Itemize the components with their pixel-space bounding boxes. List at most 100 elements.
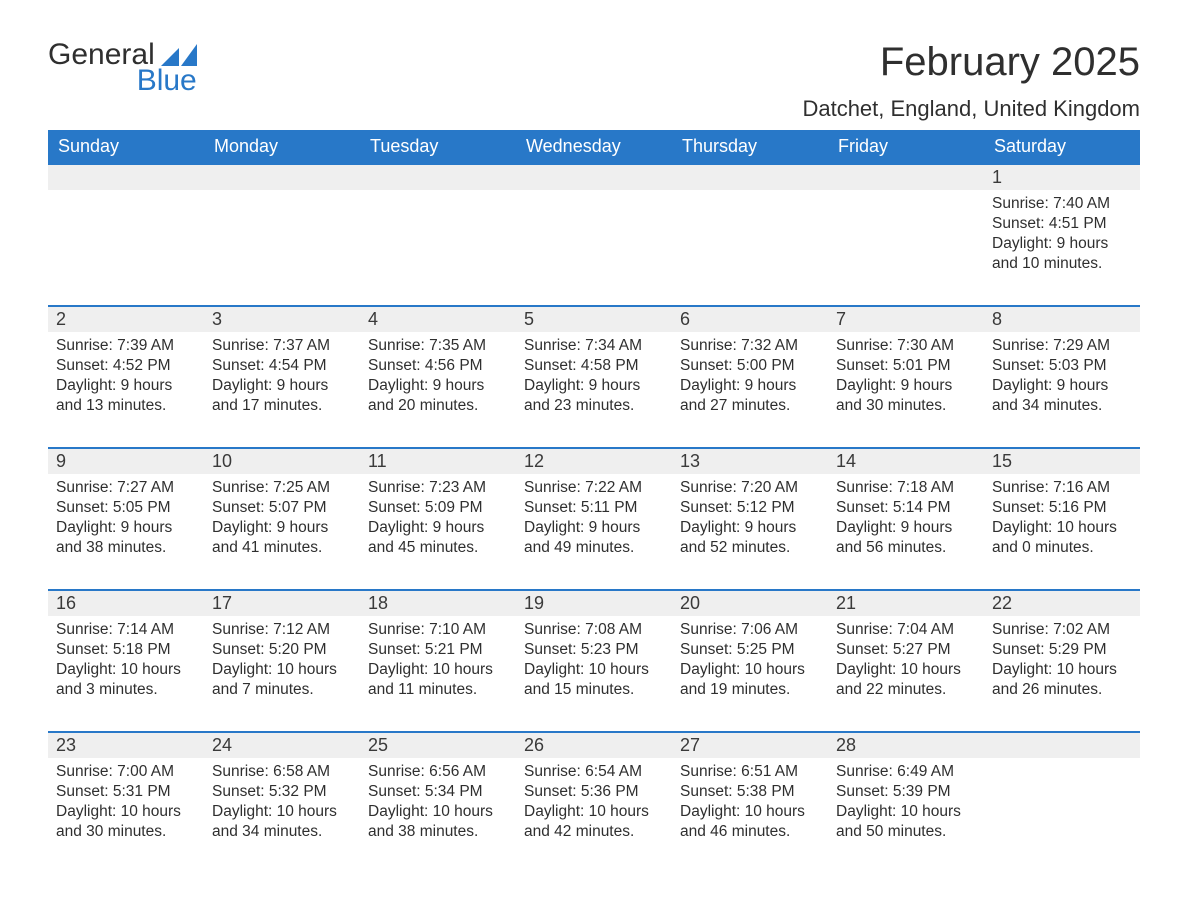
calendar-day-cell: 24Sunrise: 6:58 AMSunset: 5:32 PMDayligh…	[204, 731, 360, 859]
calendar-day-cell	[828, 163, 984, 291]
calendar-day-cell: 25Sunrise: 6:56 AMSunset: 5:34 PMDayligh…	[360, 731, 516, 859]
daylight-line: Daylight: 9 hours and 20 minutes.	[368, 376, 508, 416]
daylight-line: Daylight: 10 hours and 26 minutes.	[992, 660, 1132, 700]
weekday-header-row: SundayMondayTuesdayWednesdayThursdayFrid…	[48, 130, 1140, 163]
day-number-bar: 12	[516, 447, 672, 474]
calendar-day-cell: 6 Sunrise: 7:32 AMSunset: 5:00 PMDaylight…	[672, 305, 828, 433]
day-detail: Sunrise: 7:35 AMSunset: 4:56 PMDaylight:…	[360, 332, 516, 425]
calendar-day-cell: 27Sunrise: 6:51 AMSunset: 5:38 PMDayligh…	[672, 731, 828, 859]
day-detail: Sunrise: 7:39 AMSunset: 4:52 PMDaylight:…	[48, 332, 204, 425]
day-number-bar: 19	[516, 589, 672, 616]
daylight-line: Daylight: 9 hours and 30 minutes.	[836, 376, 976, 416]
sunset-line: Sunset: 5:03 PM	[992, 356, 1132, 376]
calendar-day-cell: 13Sunrise: 7:20 AMSunset: 5:12 PMDayligh…	[672, 447, 828, 575]
sunset-line: Sunset: 5:23 PM	[524, 640, 664, 660]
calendar-day-cell	[516, 163, 672, 291]
sunrise-line: Sunrise: 7:12 AM	[212, 620, 352, 640]
sunrise-line: Sunrise: 6:58 AM	[212, 762, 352, 782]
sunset-line: Sunset: 5:01 PM	[836, 356, 976, 376]
sunrise-line: Sunrise: 7:37 AM	[212, 336, 352, 356]
day-number-bar: 5	[516, 305, 672, 332]
calendar-day-cell: 11Sunrise: 7:23 AMSunset: 5:09 PMDayligh…	[360, 447, 516, 575]
day-detail: Sunrise: 6:58 AMSunset: 5:32 PMDaylight:…	[204, 758, 360, 851]
calendar-day-cell: 2Sunrise: 7:39 AMSunset: 4:52 PMDaylight…	[48, 305, 204, 433]
daylight-line: Daylight: 9 hours and 13 minutes.	[56, 376, 196, 416]
calendar-day-cell: 20Sunrise: 7:06 AMSunset: 5:25 PMDayligh…	[672, 589, 828, 717]
month-title: February 2025	[802, 40, 1140, 84]
day-number-bar: 17	[204, 589, 360, 616]
daylight-line: Daylight: 10 hours and 50 minutes.	[836, 802, 976, 842]
calendar-week-row: 1Sunrise: 7:40 AMSunset: 4:51 PMDaylight…	[48, 163, 1140, 291]
sunset-line: Sunset: 5:25 PM	[680, 640, 820, 660]
daylight-line: Daylight: 10 hours and 46 minutes.	[680, 802, 820, 842]
day-detail: Sunrise: 7:10 AMSunset: 5:21 PMDaylight:…	[360, 616, 516, 709]
sunrise-line: Sunrise: 7:25 AM	[212, 478, 352, 498]
day-number-bar: 7	[828, 305, 984, 332]
calendar-week-row: 16Sunrise: 7:14 AMSunset: 5:18 PMDayligh…	[48, 589, 1140, 717]
day-number-bar: 21	[828, 589, 984, 616]
daylight-line: Daylight: 9 hours and 49 minutes.	[524, 518, 664, 558]
sunrise-line: Sunrise: 7:18 AM	[836, 478, 976, 498]
weekday-header: Saturday	[984, 130, 1140, 163]
sunrise-line: Sunrise: 7:04 AM	[836, 620, 976, 640]
calendar-day-cell: 3Sunrise: 7:37 AMSunset: 4:54 PMDaylight…	[204, 305, 360, 433]
calendar-day-cell	[672, 163, 828, 291]
day-detail: Sunrise: 7:06 AMSunset: 5:25 PMDaylight:…	[672, 616, 828, 709]
sunrise-line: Sunrise: 7:27 AM	[56, 478, 196, 498]
day-number-bar	[48, 163, 204, 190]
flag-icon	[161, 44, 197, 66]
sunset-line: Sunset: 5:27 PM	[836, 640, 976, 660]
calendar-week-row: 9Sunrise: 7:27 AMSunset: 5:05 PMDaylight…	[48, 447, 1140, 575]
daylight-line: Daylight: 9 hours and 41 minutes.	[212, 518, 352, 558]
day-number-bar: 6	[672, 305, 828, 332]
day-number-bar: 25	[360, 731, 516, 758]
title-block: February 2025 Datchet, England, United K…	[802, 40, 1140, 122]
day-number-bar	[516, 163, 672, 190]
sunrise-line: Sunrise: 6:56 AM	[368, 762, 508, 782]
calendar-day-cell: 22Sunrise: 7:02 AMSunset: 5:29 PMDayligh…	[984, 589, 1140, 717]
daylight-line: Daylight: 9 hours and 27 minutes.	[680, 376, 820, 416]
calendar-day-cell: 23Sunrise: 7:00 AMSunset: 5:31 PMDayligh…	[48, 731, 204, 859]
sunset-line: Sunset: 5:07 PM	[212, 498, 352, 518]
day-detail: Sunrise: 7:02 AMSunset: 5:29 PMDaylight:…	[984, 616, 1140, 709]
daylight-line: Daylight: 10 hours and 42 minutes.	[524, 802, 664, 842]
sunrise-line: Sunrise: 7:40 AM	[992, 194, 1132, 214]
day-number-bar: 8	[984, 305, 1140, 332]
sunrise-line: Sunrise: 7:20 AM	[680, 478, 820, 498]
day-number-bar: 24	[204, 731, 360, 758]
day-number-bar	[828, 163, 984, 190]
daylight-line: Daylight: 10 hours and 34 minutes.	[212, 802, 352, 842]
sunrise-line: Sunrise: 7:34 AM	[524, 336, 664, 356]
weekday-header: Sunday	[48, 130, 204, 163]
day-number-bar	[672, 163, 828, 190]
sunrise-line: Sunrise: 7:10 AM	[368, 620, 508, 640]
sunset-line: Sunset: 5:00 PM	[680, 356, 820, 376]
calendar-day-cell: 19Sunrise: 7:08 AMSunset: 5:23 PMDayligh…	[516, 589, 672, 717]
calendar-day-cell: 12Sunrise: 7:22 AMSunset: 5:11 PMDayligh…	[516, 447, 672, 575]
sunset-line: Sunset: 5:05 PM	[56, 498, 196, 518]
day-number-bar: 20	[672, 589, 828, 616]
sunset-line: Sunset: 5:11 PM	[524, 498, 664, 518]
day-detail: Sunrise: 7:37 AMSunset: 4:54 PMDaylight:…	[204, 332, 360, 425]
weekday-header: Tuesday	[360, 130, 516, 163]
day-detail: Sunrise: 7:16 AMSunset: 5:16 PMDaylight:…	[984, 474, 1140, 567]
day-detail: Sunrise: 7:25 AMSunset: 5:07 PMDaylight:…	[204, 474, 360, 567]
calendar-day-cell: 14Sunrise: 7:18 AMSunset: 5:14 PMDayligh…	[828, 447, 984, 575]
day-number-bar	[204, 163, 360, 190]
brand-logo: General Blue	[48, 40, 197, 98]
calendar-day-cell	[984, 731, 1140, 859]
day-detail: Sunrise: 7:40 AMSunset: 4:51 PMDaylight:…	[984, 190, 1140, 283]
weekday-header: Wednesday	[516, 130, 672, 163]
daylight-line: Daylight: 9 hours and 38 minutes.	[56, 518, 196, 558]
daylight-line: Daylight: 10 hours and 30 minutes.	[56, 802, 196, 842]
day-number-bar: 2	[48, 305, 204, 332]
sunrise-line: Sunrise: 7:39 AM	[56, 336, 196, 356]
calendar-day-cell: 8Sunrise: 7:29 AMSunset: 5:03 PMDaylight…	[984, 305, 1140, 433]
sunrise-line: Sunrise: 7:32 AM	[680, 336, 820, 356]
calendar-day-cell: 5Sunrise: 7:34 AMSunset: 4:58 PMDaylight…	[516, 305, 672, 433]
sunset-line: Sunset: 5:12 PM	[680, 498, 820, 518]
calendar-day-cell: 9Sunrise: 7:27 AMSunset: 5:05 PMDaylight…	[48, 447, 204, 575]
day-detail: Sunrise: 6:49 AMSunset: 5:39 PMDaylight:…	[828, 758, 984, 851]
calendar-week-row: 23Sunrise: 7:00 AMSunset: 5:31 PMDayligh…	[48, 731, 1140, 859]
day-number-bar: 22	[984, 589, 1140, 616]
